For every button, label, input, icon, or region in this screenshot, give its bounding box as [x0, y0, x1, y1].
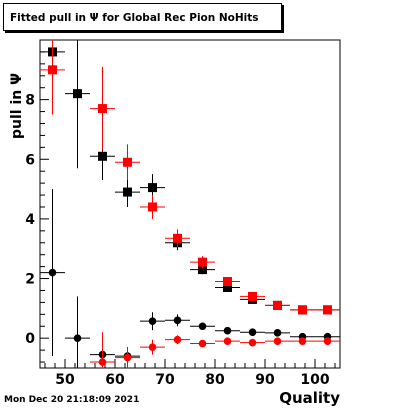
x-tick-label: 90 [255, 372, 275, 388]
y-tick-label: 8 [25, 93, 35, 109]
data-point-circle [73, 334, 82, 342]
data-point-square [98, 151, 107, 161]
y-axis-label: pull in Ψ [0, 73, 30, 150]
data-point-square [173, 233, 182, 243]
x-tick-label: 80 [205, 372, 225, 388]
data-point-circle [148, 317, 157, 325]
y-tick-label: 4 [25, 212, 35, 228]
data-point-circle [223, 337, 232, 345]
data-point-circle [148, 343, 157, 351]
data-point-square [148, 183, 157, 193]
data-point-circle [273, 337, 282, 345]
x-tick-label: 100 [300, 372, 329, 388]
data-point-circle [298, 337, 307, 345]
axes: 50 60 70 80 90 100 0 2 4 6 8 [25, 39, 336, 388]
data-point-circle [123, 353, 132, 362]
data-point-circle [48, 268, 57, 277]
data-point-circle [173, 335, 182, 344]
data-point-square [123, 187, 132, 197]
data-point-square [198, 265, 207, 275]
x-tick-label: 70 [155, 372, 175, 388]
data-point-circle [173, 316, 182, 325]
data-point-square [223, 277, 232, 287]
data-point-square [223, 282, 232, 292]
data-point-square [148, 202, 157, 212]
data-marks [40, 40, 340, 368]
plot-frame [39, 39, 341, 369]
data-point-circle [273, 329, 282, 337]
data-point-circle [98, 358, 107, 366]
data-point-square [73, 89, 82, 99]
y-axis-label-text: pull in Ψ [9, 73, 25, 139]
y-tick-label: 2 [25, 272, 35, 288]
timestamp: Mon Dec 20 21:18:09 2021 [4, 395, 140, 405]
x-axis-label: Quality [279, 389, 340, 407]
data-point-square [198, 257, 207, 267]
data-point-circle [223, 326, 232, 335]
data-point-circle [198, 322, 207, 331]
data-point-square [123, 157, 132, 167]
data-point-circle [248, 328, 257, 337]
chart-title: Fitted pull in Ψ for Global Rec Pion NoH… [3, 3, 282, 31]
data-point-square [273, 300, 282, 310]
data-point-square [248, 291, 257, 301]
data-point-circle [198, 339, 207, 348]
data-point-circle [323, 337, 332, 345]
data-point-square [98, 104, 107, 114]
data-point-circle [248, 338, 257, 347]
data-point-square [48, 65, 57, 75]
y-tick-label: 6 [25, 152, 35, 168]
y-tick-label: 0 [25, 331, 35, 347]
data-point-square [298, 305, 307, 315]
x-tick-label: 60 [105, 372, 125, 388]
x-tick-label: 50 [55, 372, 75, 388]
data-point-square [323, 305, 332, 315]
